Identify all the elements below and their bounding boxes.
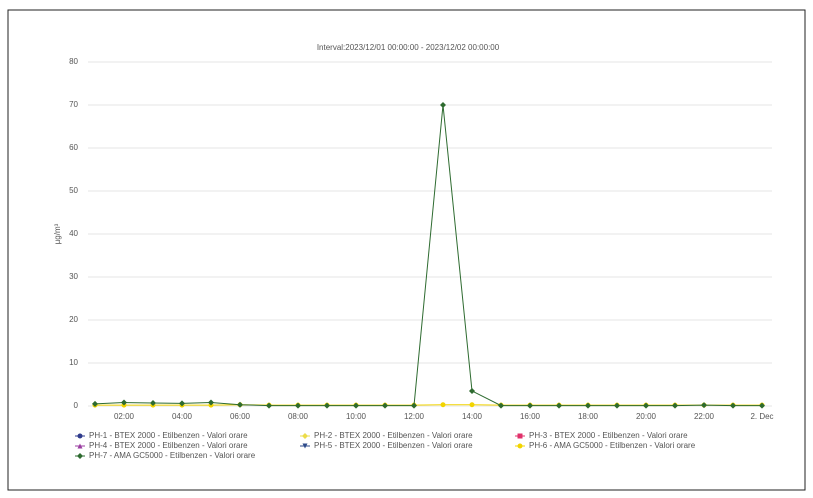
point-marker bbox=[179, 400, 185, 407]
point-marker bbox=[295, 402, 301, 409]
legend-item: PH-5 - BTEX 2000 - Etilbenzen - Valori o… bbox=[300, 441, 473, 450]
x-tick-label: 02:00 bbox=[114, 412, 135, 421]
legend-marker bbox=[517, 433, 523, 439]
point-marker bbox=[730, 402, 736, 409]
legend-marker bbox=[302, 433, 308, 439]
point-marker bbox=[527, 402, 533, 409]
legend-marker bbox=[517, 443, 523, 449]
legend-item: PH-7 - AMA GC5000 - Etilbenzen - Valori … bbox=[75, 451, 256, 460]
y-tick-label: 80 bbox=[69, 57, 78, 66]
point-marker bbox=[324, 402, 330, 409]
point-marker bbox=[701, 402, 707, 409]
point-marker bbox=[614, 402, 620, 409]
point-marker bbox=[556, 402, 562, 409]
legend-marker bbox=[77, 443, 83, 449]
legend-label: PH-4 - BTEX 2000 - Etilbenzen - Valori o… bbox=[89, 441, 248, 450]
point-marker bbox=[643, 402, 649, 409]
series-line bbox=[94, 104, 762, 407]
x-tick-label: 12:00 bbox=[404, 412, 425, 421]
x-tick-label: 04:00 bbox=[172, 412, 193, 421]
y-tick-label: 60 bbox=[69, 143, 78, 152]
point-marker bbox=[672, 402, 678, 409]
y-tick-label: 50 bbox=[69, 186, 78, 195]
frame bbox=[7, 9, 806, 491]
x-tick-label: 14:00 bbox=[462, 412, 483, 421]
y-tick-label: 30 bbox=[69, 272, 78, 281]
x-tick-label: 10:00 bbox=[346, 412, 367, 421]
point-marker bbox=[353, 402, 359, 409]
x-tick-label: 16:00 bbox=[520, 412, 541, 421]
chart-title: Interval:2023/12/01 00:00:00 - 2023/12/0… bbox=[317, 43, 500, 52]
legend-item: PH-4 - BTEX 2000 - Etilbenzen - Valori o… bbox=[75, 441, 248, 450]
legend-marker bbox=[302, 443, 308, 449]
x-tick-label: 08:00 bbox=[288, 412, 309, 421]
legend-item: PH-2 - BTEX 2000 - Etilbenzen - Valori o… bbox=[300, 431, 473, 440]
y-tick-label: 70 bbox=[69, 100, 78, 109]
point-marker bbox=[382, 402, 388, 409]
legend-item: PH-1 - BTEX 2000 - Etilbenzen - Valori o… bbox=[75, 431, 248, 440]
point-marker bbox=[759, 402, 765, 409]
point-marker bbox=[208, 399, 214, 406]
point-marker bbox=[121, 399, 127, 406]
y-tick-label: 40 bbox=[69, 229, 78, 238]
x-tick-label: 22:00 bbox=[694, 412, 715, 421]
x-tick-label: 06:00 bbox=[230, 412, 251, 421]
legend-label: PH-7 - AMA GC5000 - Etilbenzen - Valori … bbox=[89, 451, 256, 460]
y-tick-label: 20 bbox=[69, 315, 78, 324]
legend-marker bbox=[77, 433, 83, 439]
y-axis-label: µg/m³ bbox=[53, 223, 62, 244]
point-marker bbox=[469, 402, 475, 408]
point-marker bbox=[411, 402, 417, 409]
legend-label: PH-5 - BTEX 2000 - Etilbenzen - Valori o… bbox=[314, 441, 473, 450]
legend-label: PH-6 - AMA GC5000 - Etilbenzen - Valori … bbox=[529, 441, 696, 450]
legend-item: PH-3 - BTEX 2000 - Etilbenzen - Valori o… bbox=[515, 431, 688, 440]
legend-marker bbox=[77, 453, 83, 459]
legend-label: PH-2 - BTEX 2000 - Etilbenzen - Valori o… bbox=[314, 431, 473, 440]
legend-label: PH-3 - BTEX 2000 - Etilbenzen - Valori o… bbox=[529, 431, 688, 440]
y-tick-label: 0 bbox=[74, 401, 79, 410]
point-marker bbox=[150, 399, 156, 406]
point-marker bbox=[237, 401, 243, 408]
point-marker bbox=[92, 400, 98, 407]
legend-item: PH-6 - AMA GC5000 - Etilbenzen - Valori … bbox=[515, 441, 696, 450]
x-tick-label: 18:00 bbox=[578, 412, 599, 421]
x-tick-label: 20:00 bbox=[636, 412, 657, 421]
point-marker bbox=[266, 402, 272, 409]
point-marker bbox=[469, 387, 475, 394]
legend-label: PH-1 - BTEX 2000 - Etilbenzen - Valori o… bbox=[89, 431, 248, 440]
point-marker bbox=[498, 402, 504, 409]
point-marker bbox=[440, 102, 446, 108]
point-marker bbox=[440, 402, 446, 408]
point-marker bbox=[585, 402, 591, 409]
y-tick-label: 10 bbox=[69, 358, 78, 367]
x-tick-label: 2. Dec bbox=[750, 412, 773, 421]
